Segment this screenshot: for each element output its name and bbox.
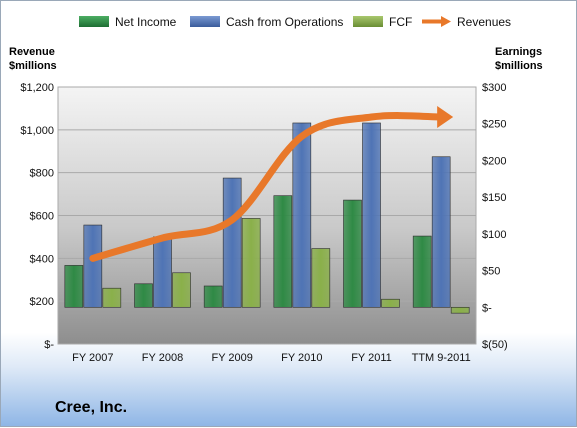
x-axis-tick-label: FY 2010 bbox=[281, 352, 322, 364]
left-axis-tick-label: $400 bbox=[30, 253, 54, 265]
right-axis-tick-label: $50 bbox=[482, 266, 500, 278]
legend-swatch-revenues bbox=[422, 16, 451, 27]
bar-fcf bbox=[311, 248, 331, 308]
bar-fcf bbox=[450, 306, 470, 314]
legend-swatch-fcf bbox=[353, 16, 383, 27]
legend-item-revenues: Revenues bbox=[421, 15, 511, 29]
right-axis-title-line2: $millions bbox=[495, 60, 543, 72]
bar-cash-from-operations bbox=[222, 177, 242, 308]
legend-label-fcf: FCF bbox=[389, 15, 413, 29]
legend-label-cash-from-operations: Cash from Operations bbox=[226, 15, 344, 29]
right-axis-tick-label: $- bbox=[482, 302, 492, 314]
x-axis-tick-label: FY 2008 bbox=[142, 352, 183, 364]
x-axis-tick-label: TTM 9-2011 bbox=[412, 352, 471, 364]
legend-item-fcf: FCF bbox=[353, 15, 412, 29]
x-axis-tick-label: FY 2009 bbox=[211, 352, 252, 364]
legend-label-revenues: Revenues bbox=[457, 15, 512, 29]
right-axis-tick-label: $100 bbox=[482, 229, 506, 241]
x-axis-tick-label: FY 2007 bbox=[72, 352, 113, 364]
bar-net-income bbox=[64, 265, 84, 308]
left-axis-tick-label: $600 bbox=[30, 211, 54, 223]
right-axis-title-line1: Earnings bbox=[495, 46, 543, 58]
line-revenues bbox=[89, 112, 445, 262]
right-axis-title: Earnings $millions bbox=[495, 45, 543, 73]
right-axis-tick-label: $(50) bbox=[482, 339, 508, 351]
legend-item-cash-from-operations: Cash from Operations bbox=[190, 15, 343, 29]
legend-item-net-income: Net Income bbox=[79, 15, 176, 29]
bar-net-income bbox=[273, 195, 293, 308]
left-axis-title-line2: $millions bbox=[9, 60, 57, 72]
bar-net-income bbox=[203, 285, 223, 308]
left-axis-title: Revenue $millions bbox=[9, 45, 57, 73]
bar-cash-from-operations bbox=[431, 156, 451, 308]
left-axis-tick-label: $1,000 bbox=[20, 125, 54, 137]
revenues-arrowhead bbox=[437, 105, 454, 128]
bar-fcf bbox=[381, 298, 400, 308]
right-axis-tick-label: $200 bbox=[482, 155, 506, 167]
legend-label-net-income: Net Income bbox=[115, 15, 177, 29]
left-axis-title-line1: Revenue bbox=[9, 46, 55, 58]
bar-cash-from-operations bbox=[362, 122, 381, 308]
left-axis-tick-label: $- bbox=[44, 339, 54, 351]
right-axis-tick-label: $300 bbox=[482, 82, 506, 94]
legend-swatch-cash-from-operations bbox=[190, 16, 220, 27]
right-axis-tick-label: $150 bbox=[482, 192, 506, 204]
bar-fcf bbox=[241, 218, 261, 308]
x-axis-tick-label: FY 2011 bbox=[351, 352, 392, 364]
left-axis-tick-label: $1,200 bbox=[20, 82, 54, 94]
bar-fcf bbox=[102, 287, 122, 308]
legend: Net Income Cash from Operations FCF Reve… bbox=[1, 15, 577, 35]
bar-cash-from-operations bbox=[153, 236, 172, 308]
bar-net-income bbox=[134, 283, 153, 308]
left-axis-tick-label: $200 bbox=[30, 296, 54, 308]
bar-cash-from-operations bbox=[83, 224, 103, 308]
bar-net-income bbox=[343, 199, 362, 308]
bar-fcf bbox=[172, 272, 191, 308]
bar-cash-from-operations bbox=[292, 122, 312, 308]
company-name: Cree, Inc. bbox=[55, 399, 128, 416]
legend-swatch-net-income bbox=[79, 16, 109, 27]
left-axis-tick-label: $800 bbox=[30, 168, 54, 180]
right-axis-tick-label: $250 bbox=[482, 119, 506, 131]
bar-net-income bbox=[412, 235, 432, 308]
